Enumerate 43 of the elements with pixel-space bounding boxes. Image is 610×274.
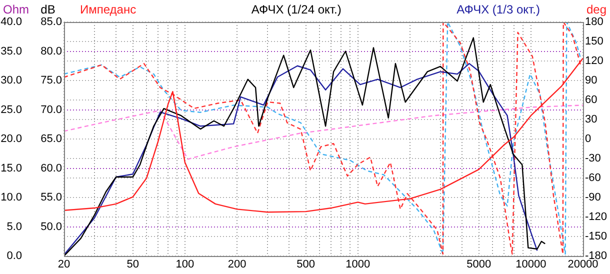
text: АФЧХ (1/24 окт.) [251, 2, 342, 16]
y3-tick-label: -60 [585, 172, 601, 184]
y2-tick-label: 80.0 [40, 45, 62, 58]
y2-tick-label: 55.0 [40, 192, 62, 204]
y-tick-label: 0.0 [6, 250, 22, 262]
text: Импеданс [80, 2, 136, 16]
y-tick-label: 30.0 [0, 74, 22, 87]
y-tick-label: 5.0 [6, 220, 22, 233]
y3-tick-label: 150 [585, 36, 604, 48]
x-tick-label: 20 [58, 258, 70, 271]
y2-tick-label: 60.0 [40, 162, 62, 174]
y2-axis-title: dB [40, 2, 56, 16]
x-tick-label: 5000 [466, 258, 492, 271]
y3-tick-label: -150 [585, 230, 608, 243]
x-tick-label: 200 [228, 258, 246, 271]
y3-tick-label: -120 [585, 211, 608, 224]
y3-tick-label: 90 [585, 74, 598, 87]
y3-tick-label: 30 [585, 114, 598, 126]
y2-tick-label: 50.0 [40, 220, 62, 233]
text: АФЧХ (1/3 окт.) [456, 2, 540, 16]
y3-axis-title: deg [586, 2, 607, 16]
y-axis-title: Ohm [2, 2, 30, 16]
y2-tick-label: 75.0 [40, 74, 62, 87]
y3-tick-label: -30 [585, 152, 601, 165]
y-tick-label: 25.0 [0, 104, 22, 116]
x-tick-label: 100 [176, 258, 194, 271]
y3-tick-label: 120 [585, 55, 604, 68]
y3-tick-label: 180 [585, 16, 604, 28]
y2-tick-label: 65.0 [40, 133, 62, 146]
x-tick-label: 500 [296, 258, 316, 271]
x-tick-label: 50 [126, 258, 139, 271]
y2-tick-label: 85.0 [40, 16, 62, 28]
x-tick-label: 1000 [346, 258, 370, 271]
y-tick-label: 35.0 [0, 45, 22, 58]
y-tick-label: 40.0 [0, 16, 22, 28]
y3-tick-label: 0 [585, 133, 592, 146]
x-tick-label: 10000 [516, 258, 546, 271]
y3-tick-label: 60 [585, 94, 598, 106]
y2-tick-label: 70.0 [40, 104, 62, 116]
y-tick-label: 20.0 [0, 133, 22, 146]
y3-tick-label: -90 [585, 192, 601, 204]
y-tick-label: 15.0 [0, 162, 22, 174]
y-tick-label: 10.0 [0, 192, 22, 204]
